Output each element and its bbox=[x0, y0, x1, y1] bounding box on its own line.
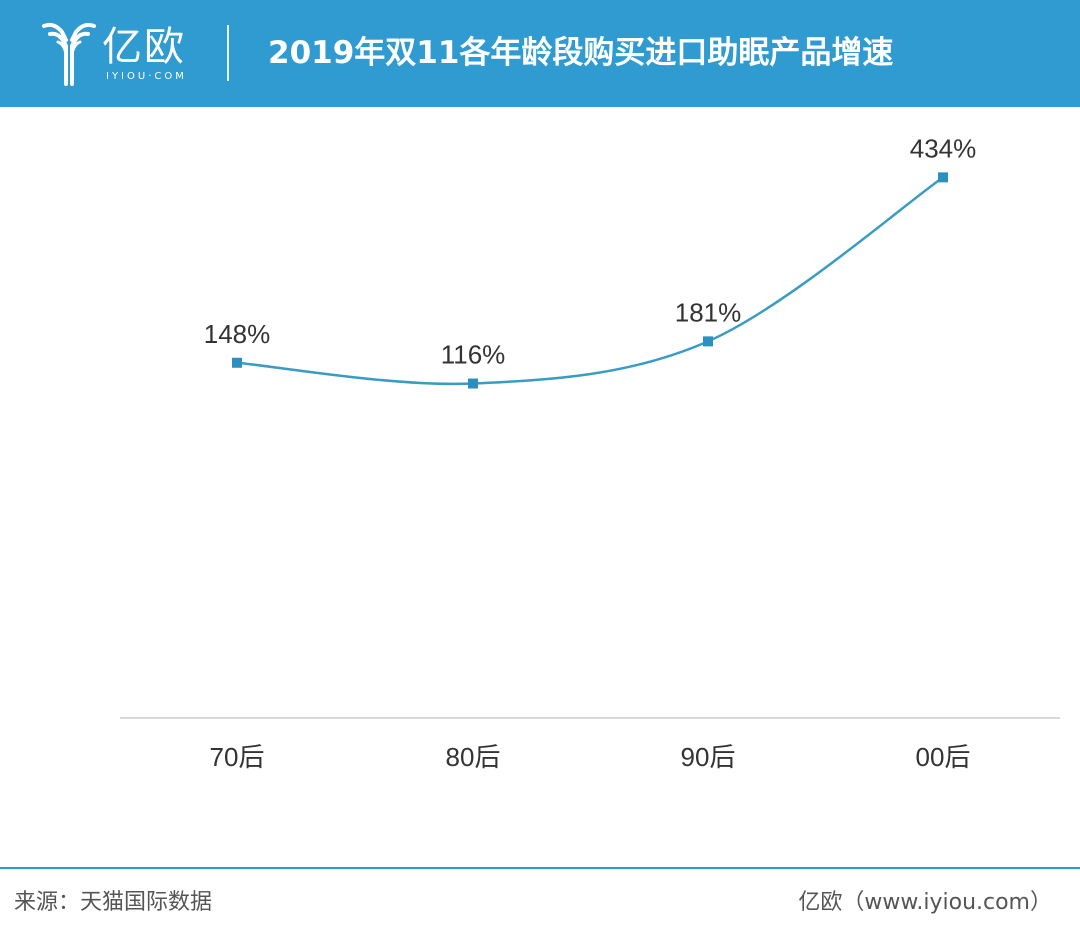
header-divider bbox=[227, 25, 229, 81]
data-point-90后 bbox=[703, 336, 713, 347]
data-point-70后 bbox=[232, 357, 242, 368]
x-tick-label-70后: 70后 bbox=[210, 742, 265, 772]
source-note: 来源：天猫国际数据 bbox=[14, 890, 213, 915]
data-point-80后 bbox=[468, 378, 478, 389]
data-point-00后 bbox=[938, 172, 948, 183]
brand-domain: IYIOU·COM bbox=[106, 71, 187, 82]
logo-mark-icon bbox=[42, 22, 96, 86]
chart-title: 2019年双11各年龄段购买进口助眠产品增速 bbox=[268, 35, 894, 71]
series-line bbox=[236, 176, 944, 386]
credit-note: 亿欧（www.iyiou.com） bbox=[798, 890, 1052, 915]
data-label-70后: 148% bbox=[204, 319, 271, 349]
data-label-80后: 116% bbox=[441, 340, 506, 370]
data-label-90后: 181% bbox=[675, 297, 742, 327]
brand-logo: 亿欧 IYIOU·COM bbox=[40, 18, 230, 88]
footer-divider bbox=[0, 867, 1080, 869]
header-bar: 亿欧 IYIOU·COM 2019年双11各年龄段购买进口助眠产品增速 bbox=[0, 0, 1080, 107]
x-tick-label-00后: 00后 bbox=[916, 742, 971, 772]
x-tick-label-90后: 90后 bbox=[681, 742, 736, 772]
data-label-00后: 434% bbox=[910, 133, 977, 163]
x-tick-label-80后: 80后 bbox=[446, 742, 501, 772]
line-chart: 148% 70后 116% 80后 181% 90后 434% 00后 bbox=[120, 133, 1060, 772]
brand-name: 亿欧 bbox=[102, 24, 186, 70]
